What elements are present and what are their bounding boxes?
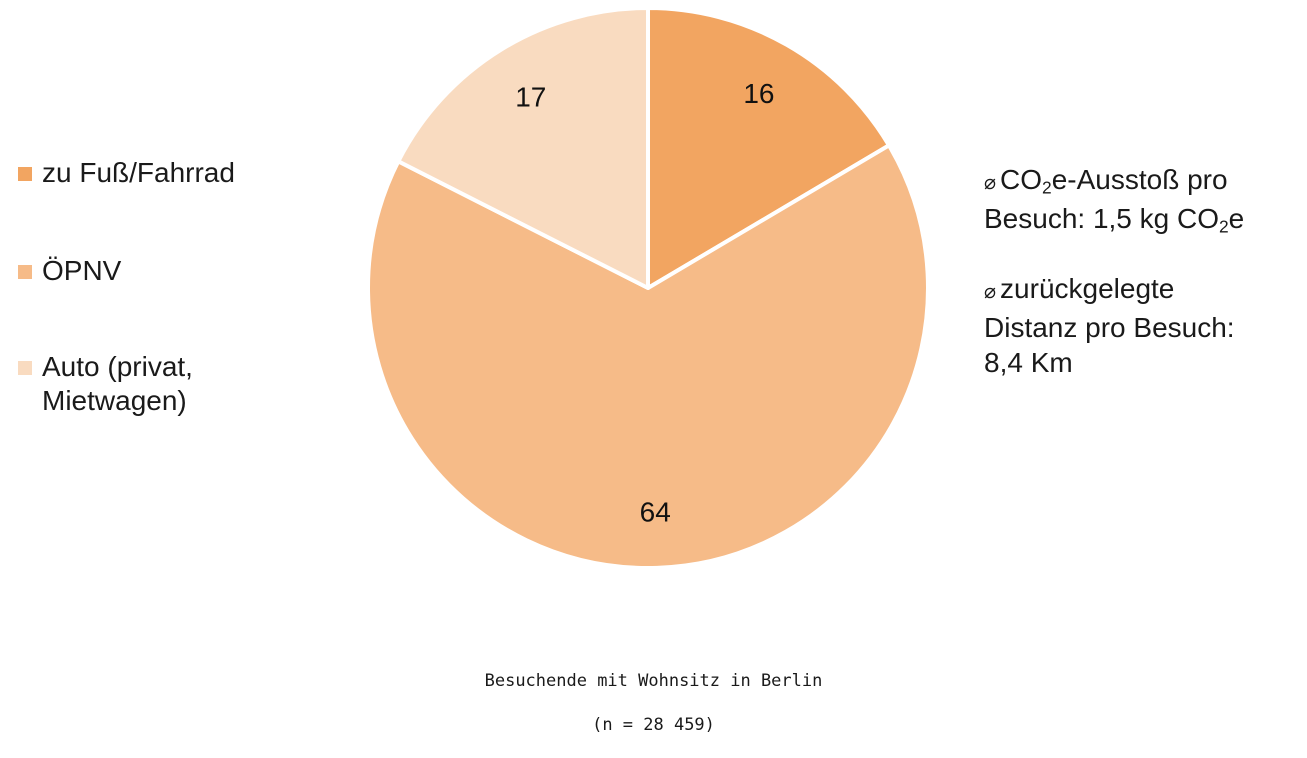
pie-slice-car	[396, 6, 650, 290]
distance-stat-line-3: 8,4 Km	[984, 347, 1073, 378]
legend-swatch-car	[18, 361, 32, 375]
diameter-icon: ⌀	[984, 172, 997, 194]
legend-swatch-walk-bike	[18, 167, 32, 181]
slice-value-label: 64	[640, 496, 671, 527]
chart-caption: Besuchende mit Wohnsitz in Berlin (n = 2…	[0, 648, 1307, 758]
legend-swatch-public-transport	[18, 265, 32, 279]
legend-item-car: Auto (privat, Mietwagen)	[18, 350, 272, 418]
distance-stat-line-2: Distanz pro Besuch:	[984, 312, 1235, 343]
co2-subscript: 2	[1042, 177, 1052, 198]
legend-label: Auto (privat, Mietwagen)	[42, 351, 193, 416]
co2-stat-line-1: ⌀ CO2e-Ausstoß pro	[984, 162, 1304, 201]
legend-item-public-transport: ÖPNV	[18, 254, 272, 288]
co2-value-text: Besuch: 1,5 kg CO	[984, 203, 1220, 234]
slice-value-label: 16	[743, 78, 774, 109]
distance-stat: ⌀ zurückgelegte Distanz pro Besuch: 8,4 K…	[984, 271, 1304, 380]
distance-text: zurückgelegte	[1000, 273, 1175, 304]
legend-label: ÖPNV	[42, 255, 122, 286]
stats-panel: ⌀ CO2e-Ausstoß pro Besuch: 1,5 kg CO2e ⌀ z…	[984, 162, 1304, 415]
legend-label: zu Fuß/Fahrrad	[42, 157, 235, 188]
co2-text: CO	[1000, 164, 1043, 195]
co2-stat-line-2: Besuch: 1,5 kg CO2e	[984, 201, 1304, 236]
co2-value-rest: e	[1228, 203, 1245, 234]
pie-slice-walk-bike	[646, 6, 891, 290]
slice-value-label: 17	[515, 82, 546, 113]
caption-line-2: (n = 28 459)	[592, 715, 715, 735]
legend-item-walk-bike: zu Fuß/Fahrrad	[18, 156, 272, 190]
pie-chart: 16 64 17	[366, 6, 930, 570]
distance-stat-line-1: ⌀ zurückgelegte	[984, 271, 1304, 310]
co2-stat: ⌀ CO2e-Ausstoß pro Besuch: 1,5 kg CO2e	[984, 162, 1304, 236]
caption-line-1: Besuchende mit Wohnsitz in Berlin	[484, 671, 823, 691]
co2-value-subscript: 2	[1219, 216, 1229, 237]
co2-text-rest: e-Ausstoß pro	[1051, 164, 1228, 195]
pie-slice-public-transport	[366, 143, 930, 570]
diameter-icon: ⌀	[984, 281, 997, 303]
